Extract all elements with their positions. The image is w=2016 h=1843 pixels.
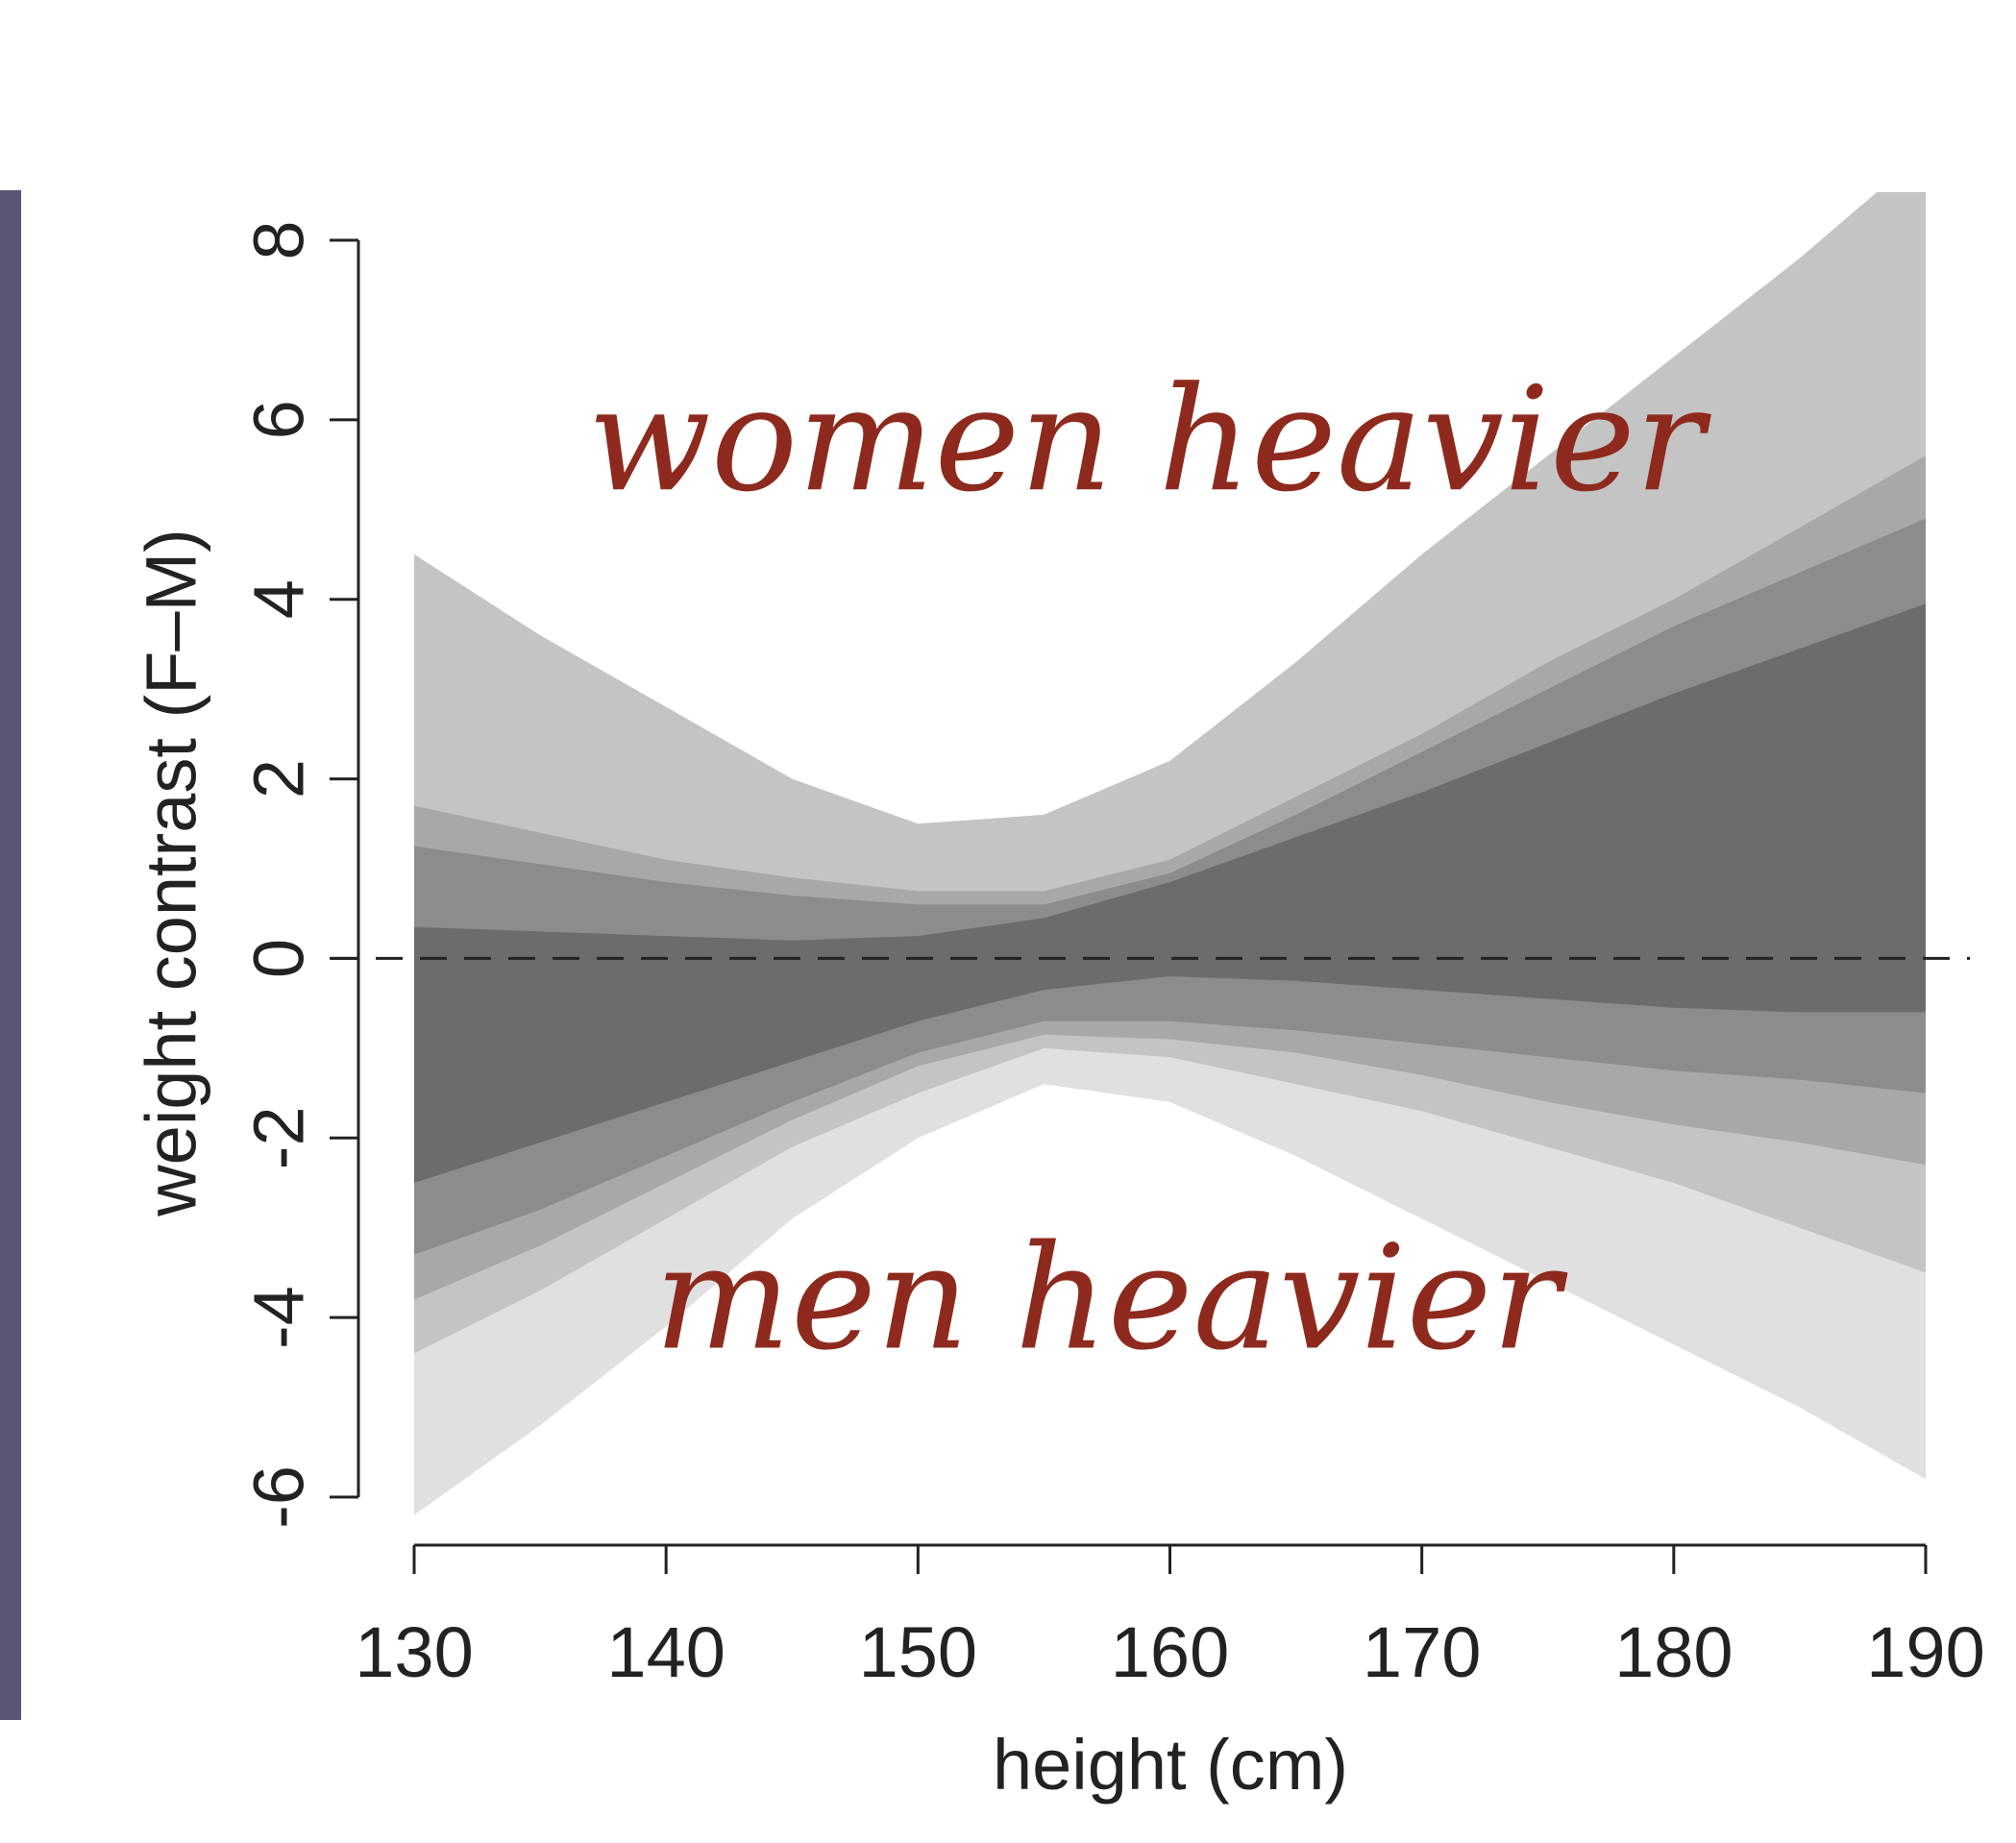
- x-tick-label-140: 140: [606, 1612, 725, 1692]
- side-accent-bar: [0, 190, 21, 1720]
- x-tick-label-160: 160: [1111, 1612, 1229, 1692]
- y-tick-label-8: 8: [239, 220, 319, 259]
- y-tick-label-6: 6: [239, 400, 319, 439]
- x-tick-label-170: 170: [1363, 1612, 1481, 1692]
- annotation-women-heavier: women heavier: [588, 356, 1712, 524]
- y-axis-title: weight contrast (F–M): [132, 528, 211, 1217]
- y-tick-label-4: 4: [239, 579, 319, 619]
- annotation-men-heavier: men heavier: [654, 1215, 1569, 1382]
- y-tick-label--6: -6: [239, 1465, 319, 1529]
- y-tick-label-2: 2: [239, 759, 319, 799]
- x-tick-label-150: 150: [859, 1612, 977, 1692]
- y-axis: -6 -4 -2 0 2 4 6 8: [239, 220, 360, 1529]
- x-tick-label-130: 130: [355, 1612, 473, 1692]
- x-tick-label-190: 190: [1866, 1612, 1984, 1692]
- x-tick-label-180: 180: [1614, 1612, 1733, 1692]
- x-axis: 130 140 150 160 170 180 190: [355, 1543, 1985, 1692]
- interval-band-5: [414, 603, 1926, 1183]
- y-tick-label-0: 0: [239, 939, 319, 978]
- y-tick-label--2: -2: [239, 1106, 319, 1169]
- uncertainty-bands: [414, 192, 1926, 1515]
- y-tick-label--4: -4: [239, 1286, 319, 1349]
- x-axis-title: height (cm): [993, 1725, 1348, 1805]
